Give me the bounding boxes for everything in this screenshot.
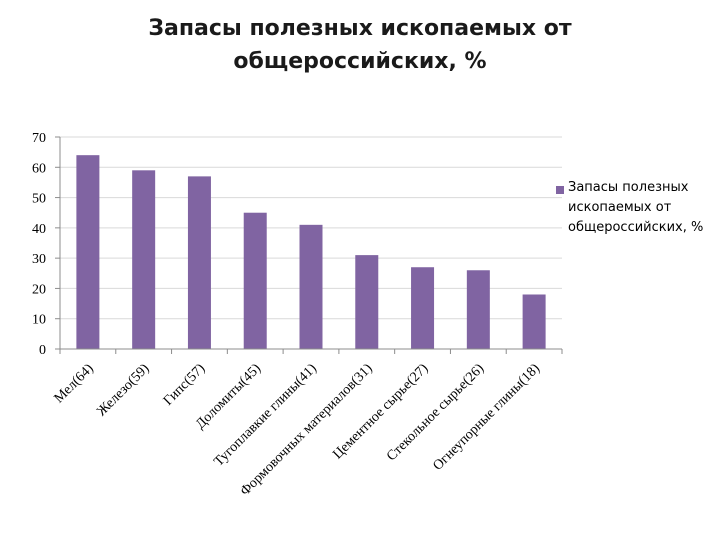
category-label: Огнеупорные глины(18) — [430, 361, 543, 474]
category-label: Тугоплавкие глины(41) — [211, 361, 320, 470]
category-labels: Мел(64)Железо(59) Гипс(57)Доломиты(45)Туг… — [52, 361, 544, 499]
title-line-2: общероссийских, % — [233, 49, 487, 74]
category-label: Гипс(57) — [161, 361, 209, 409]
bar — [522, 294, 546, 349]
title-line-1: Запасы полезных ископаемых от — [148, 16, 572, 41]
y-tick-label: 40 — [32, 222, 46, 237]
legend-text: Запасы полезных ископаемых от общероссий… — [568, 178, 720, 238]
category-label: Мел(64) — [52, 361, 97, 406]
category-label: Железо(59) — [94, 361, 152, 419]
y-tick-label: 70 — [32, 131, 46, 146]
y-tick-label: 60 — [32, 161, 46, 176]
axes — [55, 136, 563, 354]
legend-line-2: ископаемых от — [568, 200, 672, 215]
legend-swatch — [556, 186, 564, 194]
slide-title: Запасы полезных ископаемых от общероссий… — [90, 12, 630, 78]
y-tick-label: 10 — [32, 313, 46, 328]
category-label: Цементное сырье(27) — [330, 361, 431, 462]
bar — [411, 267, 435, 349]
y-tick-label: 30 — [32, 252, 46, 267]
y-tick-label: 0 — [39, 343, 46, 358]
bar — [187, 176, 211, 349]
bar — [243, 212, 267, 349]
legend: Запасы полезных ископаемых от общероссий… — [556, 178, 720, 238]
y-tick-label: 50 — [32, 192, 46, 207]
y-tick-label: 20 — [32, 282, 46, 297]
legend-line-3: общероссийских, % — [568, 220, 704, 235]
bar — [132, 170, 156, 349]
bar — [76, 155, 100, 349]
bars — [76, 155, 546, 349]
legend-line-1: Запасы полезных — [568, 180, 689, 195]
category-label: Стекольное сырье(26) — [384, 361, 487, 464]
bar — [299, 224, 323, 349]
bar — [355, 255, 379, 349]
y-tick-labels: 0 10 20 30 40 50 60 70 — [32, 131, 46, 358]
bar — [466, 270, 490, 349]
